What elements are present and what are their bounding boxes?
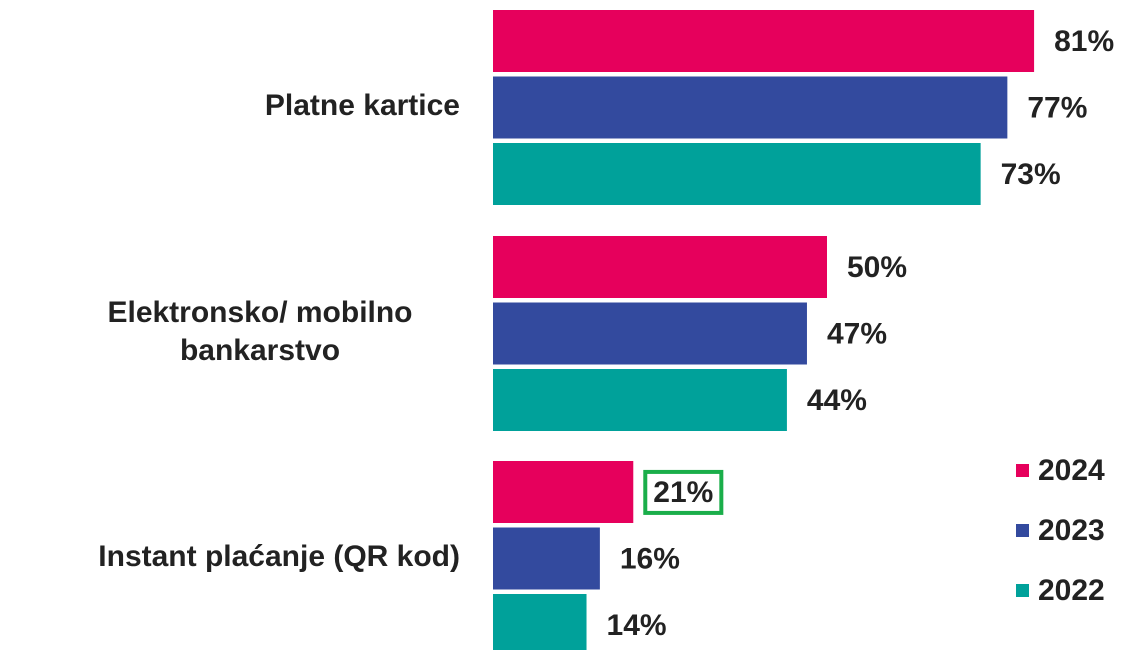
bar	[493, 527, 600, 590]
bar	[493, 143, 981, 205]
legend-swatch	[1016, 584, 1029, 597]
value-label: 44%	[807, 384, 867, 417]
legend-swatch	[1016, 524, 1029, 537]
value-label: 50%	[847, 251, 907, 284]
legend-label: 2022	[1038, 574, 1105, 607]
value-label: 16%	[620, 542, 680, 575]
category-label: Instant plaćanje (QR kod)	[98, 539, 460, 573]
value-label: 81%	[1054, 25, 1114, 58]
bar	[493, 76, 1008, 139]
bar	[493, 369, 787, 431]
value-label: 14%	[607, 609, 667, 642]
bar	[493, 10, 1035, 72]
value-label: 73%	[1001, 158, 1061, 191]
bar	[493, 236, 827, 298]
category-label: Elektronsko/ mobilno bankarstvo	[107, 295, 413, 367]
bar	[493, 461, 634, 523]
value-label: 77%	[1027, 91, 1087, 124]
highlight-box	[643, 469, 724, 515]
value-label: 47%	[827, 317, 887, 350]
category-label: Platne kartice	[264, 88, 460, 122]
bar	[493, 594, 587, 650]
bar	[493, 302, 807, 365]
legend-label: 2023	[1038, 514, 1105, 547]
legend-swatch	[1016, 464, 1029, 477]
legend-label: 2024	[1038, 454, 1105, 487]
value-label: 21%	[653, 476, 713, 509]
